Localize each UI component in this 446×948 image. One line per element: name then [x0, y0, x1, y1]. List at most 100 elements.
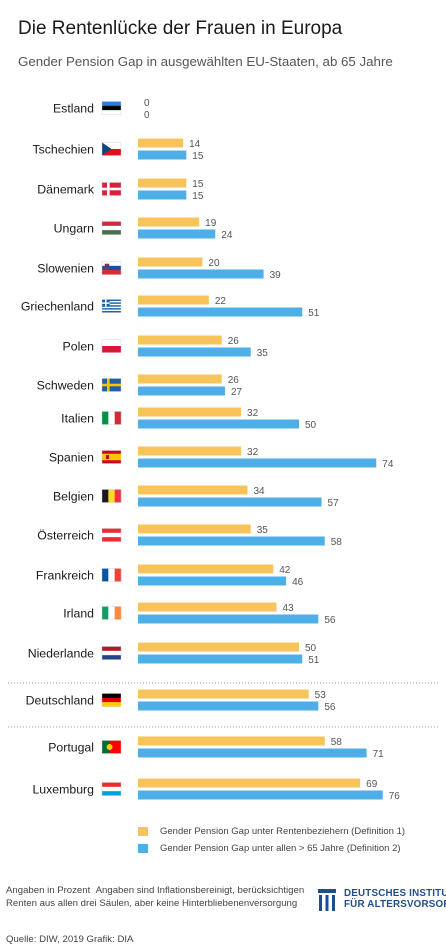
germany-flag	[101, 693, 122, 707]
category-label: Niederlande	[28, 647, 94, 661]
value-label: 51	[308, 655, 320, 666]
bar-def2	[138, 790, 383, 800]
category-label: Frankreich	[36, 569, 94, 583]
value-label: 58	[331, 537, 343, 548]
bar-def1	[138, 335, 222, 345]
bar-def2	[138, 269, 264, 279]
denmark-flag	[101, 182, 122, 196]
italy-flag	[101, 411, 122, 425]
footer-note: Angaben in Prozent Angaben sind Inflatio…	[6, 884, 306, 910]
legend-label-def1: Gender Pension Gap unter Rentenbeziehern…	[160, 826, 406, 837]
bar-def2	[138, 386, 225, 396]
category-label: Portugal	[48, 741, 94, 755]
legend-item-def1: Gender Pension Gap unter Rentenbeziehern…	[138, 826, 405, 837]
czechia-flag	[101, 142, 122, 156]
value-label: 57	[328, 498, 340, 509]
bar-def1	[138, 374, 222, 384]
luxembourg-flag	[101, 782, 122, 796]
category-label: Polen	[63, 340, 95, 354]
value-label: 27	[231, 387, 243, 398]
greece-flag	[101, 299, 122, 313]
bar-def1	[138, 178, 187, 188]
value-label: 0	[144, 98, 150, 109]
bar-def2	[138, 614, 319, 624]
value-label: 58	[331, 737, 343, 748]
hungary-flag	[101, 221, 122, 235]
value-label: 15	[192, 179, 204, 190]
sweden-flag	[101, 378, 122, 392]
bar-def1	[138, 778, 361, 788]
bar-def1	[138, 446, 242, 456]
category-label: Ungarn	[54, 222, 94, 236]
bar-def1	[138, 564, 274, 574]
value-label: 43	[282, 603, 294, 614]
chart-row: Spanien 32 74	[49, 446, 394, 470]
category-label: Slowenien	[37, 262, 94, 276]
value-label: 35	[257, 348, 269, 359]
bar-def2	[138, 536, 325, 546]
chart-row: Österreich 35 58	[37, 524, 343, 548]
bar-def1	[138, 736, 325, 746]
chart-row: Italien 32 50	[61, 407, 317, 431]
legend-swatch-def1	[138, 826, 148, 836]
category-label: Belgien	[53, 490, 94, 504]
bar-def2	[138, 307, 303, 317]
bar-def2	[138, 458, 377, 468]
bar-def1	[138, 689, 309, 699]
bar-def1	[138, 485, 248, 495]
dia-logo-icon	[318, 889, 336, 911]
value-label: 50	[305, 643, 317, 654]
legend-swatch-def2	[138, 843, 148, 853]
category-label: Irland	[63, 607, 94, 621]
bar-def1	[138, 138, 184, 148]
category-label: Deutschland	[26, 694, 95, 708]
bar-def2	[138, 748, 367, 758]
poland-flag	[101, 339, 122, 353]
bar-def2	[138, 701, 319, 711]
legend-item-def2: Gender Pension Gap unter allen > 65 Jahr…	[138, 843, 401, 854]
bar-def1	[138, 602, 277, 612]
category-label: Spanien	[49, 451, 94, 465]
category-label: Dänemark	[37, 183, 95, 197]
bar-def1	[138, 257, 203, 267]
estonia-flag	[101, 101, 122, 115]
value-label: 15	[192, 191, 204, 202]
bar-def1	[138, 407, 242, 417]
netherlands-flag	[101, 646, 122, 660]
value-label: 14	[189, 139, 201, 150]
dia-logo: DEUTSCHES INSTITUT FÜR ALTERSVORSORGE	[318, 886, 446, 916]
chart-subtitle: Gender Pension Gap in ausgewählten EU-St…	[18, 54, 393, 69]
value-label: 71	[373, 749, 385, 760]
chart-row: Irland 43 56	[63, 602, 336, 626]
spain-flag	[101, 450, 122, 464]
value-label: 69	[366, 779, 378, 790]
chart-row: Ungarn 19 24	[54, 217, 233, 241]
chart-row: Slowenien 20 39	[37, 257, 281, 281]
footer-note-label: Angaben in Prozent	[6, 885, 91, 896]
legend-label-def2: Gender Pension Gap unter allen > 65 Jahr…	[160, 843, 401, 854]
value-label: 46	[292, 577, 304, 588]
ireland-flag	[101, 606, 122, 620]
bar-def2	[138, 190, 187, 200]
value-label: 34	[253, 486, 265, 497]
bar-def2	[138, 150, 187, 160]
chart-row: Portugal 58 71	[48, 736, 385, 760]
category-label: Italien	[61, 412, 94, 426]
bar-def1	[138, 295, 209, 305]
slovenia-flag	[101, 261, 122, 275]
value-label: 32	[247, 447, 259, 458]
france-flag	[101, 568, 122, 582]
bar-def2	[138, 654, 303, 664]
value-label: 56	[324, 615, 336, 626]
value-label: 32	[247, 408, 259, 419]
logo-line-1: DEUTSCHES INSTITUT	[344, 888, 446, 899]
bar-def2	[138, 576, 287, 586]
value-label: 26	[228, 336, 240, 347]
bar-def2	[138, 497, 322, 507]
logo-line-2: FÜR ALTERSVORSORGE	[344, 899, 446, 910]
